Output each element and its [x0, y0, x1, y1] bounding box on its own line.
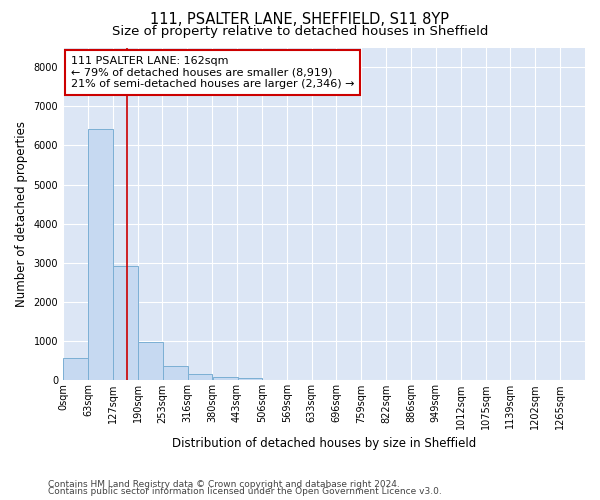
- Bar: [163, 366, 188, 380]
- Text: Contains HM Land Registry data © Crown copyright and database right 2024.: Contains HM Land Registry data © Crown c…: [48, 480, 400, 489]
- Text: 111 PSALTER LANE: 162sqm
← 79% of detached houses are smaller (8,919)
21% of sem: 111 PSALTER LANE: 162sqm ← 79% of detach…: [71, 56, 355, 89]
- Y-axis label: Number of detached properties: Number of detached properties: [15, 121, 28, 307]
- Bar: [63, 358, 88, 380]
- Text: Contains public sector information licensed under the Open Government Licence v3: Contains public sector information licen…: [48, 487, 442, 496]
- Bar: [238, 378, 262, 380]
- Text: 111, PSALTER LANE, SHEFFIELD, S11 8YP: 111, PSALTER LANE, SHEFFIELD, S11 8YP: [151, 12, 449, 28]
- Bar: [138, 342, 163, 380]
- Bar: [188, 374, 212, 380]
- X-axis label: Distribution of detached houses by size in Sheffield: Distribution of detached houses by size …: [172, 437, 476, 450]
- Text: Size of property relative to detached houses in Sheffield: Size of property relative to detached ho…: [112, 25, 488, 38]
- Bar: [113, 266, 138, 380]
- Bar: [213, 378, 238, 380]
- Bar: [88, 128, 113, 380]
